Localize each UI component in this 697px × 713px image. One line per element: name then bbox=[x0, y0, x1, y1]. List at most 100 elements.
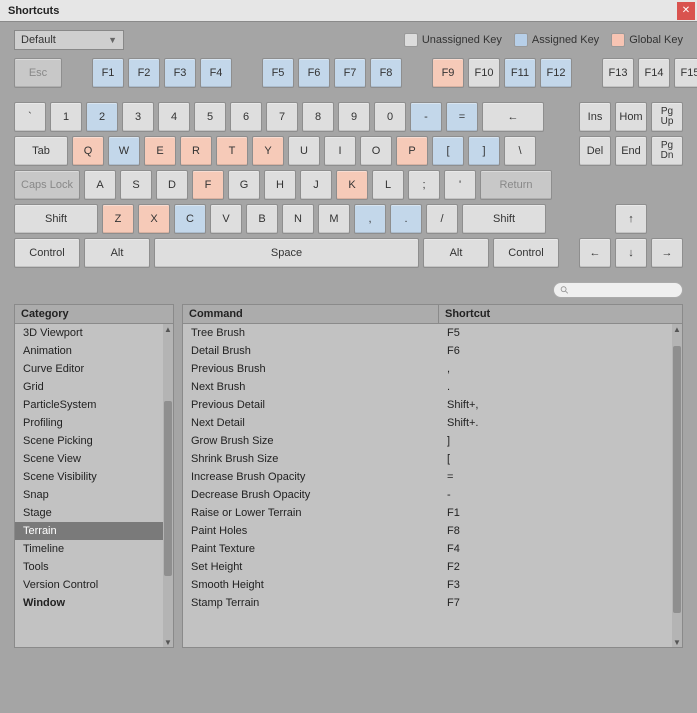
key-f8[interactable]: F8 bbox=[370, 58, 402, 88]
search-box[interactable] bbox=[553, 282, 683, 298]
key-[interactable]: ' bbox=[444, 170, 476, 200]
key-[interactable]: / bbox=[426, 204, 458, 234]
key-u[interactable]: U bbox=[288, 136, 320, 166]
key-b[interactable]: B bbox=[246, 204, 278, 234]
key-[interactable]: [ bbox=[432, 136, 464, 166]
category-item-profiling[interactable]: Profiling bbox=[15, 414, 173, 432]
key-h[interactable]: H bbox=[264, 170, 296, 200]
profile-dropdown[interactable]: Default ▼ bbox=[14, 30, 124, 50]
category-item-version-control[interactable]: Version Control bbox=[15, 576, 173, 594]
key-r[interactable]: R bbox=[180, 136, 212, 166]
key-[interactable]: - bbox=[410, 102, 442, 132]
category-item-snap[interactable]: Snap bbox=[15, 486, 173, 504]
key-e[interactable]: E bbox=[144, 136, 176, 166]
key-4[interactable]: 4 bbox=[158, 102, 190, 132]
key-d[interactable]: D bbox=[156, 170, 188, 200]
key-c[interactable]: C bbox=[174, 204, 206, 234]
key-s[interactable]: S bbox=[120, 170, 152, 200]
scroll-up-icon[interactable]: ▲ bbox=[163, 324, 173, 334]
key-f13[interactable]: F13 bbox=[602, 58, 634, 88]
key-[interactable]: ← bbox=[579, 238, 611, 268]
category-item-terrain[interactable]: Terrain bbox=[15, 522, 173, 540]
key-q[interactable]: Q bbox=[72, 136, 104, 166]
key-p[interactable]: P bbox=[396, 136, 428, 166]
key-[interactable]: \ bbox=[504, 136, 536, 166]
key-ins[interactable]: Ins bbox=[579, 102, 611, 132]
scroll-down-icon[interactable]: ▼ bbox=[672, 637, 682, 647]
key-[interactable]: ↓ bbox=[615, 238, 647, 268]
key-control[interactable]: Control bbox=[493, 238, 559, 268]
category-item-curve-editor[interactable]: Curve Editor bbox=[15, 360, 173, 378]
command-row[interactable]: Next Brush. bbox=[183, 378, 682, 396]
key-shift[interactable]: Shift bbox=[14, 204, 98, 234]
scroll-down-icon[interactable]: ▼ bbox=[163, 637, 173, 647]
key-7[interactable]: 7 bbox=[266, 102, 298, 132]
category-item-scene-visibility[interactable]: Scene Visibility bbox=[15, 468, 173, 486]
command-row[interactable]: Tree BrushF5 bbox=[183, 324, 682, 342]
command-row[interactable]: Stamp TerrainF7 bbox=[183, 594, 682, 612]
key-f12[interactable]: F12 bbox=[540, 58, 572, 88]
key-f7[interactable]: F7 bbox=[334, 58, 366, 88]
category-item-scene-view[interactable]: Scene View bbox=[15, 450, 173, 468]
command-row[interactable]: Previous Brush, bbox=[183, 360, 682, 378]
key-l[interactable]: L bbox=[372, 170, 404, 200]
key-hom[interactable]: Hom bbox=[615, 102, 647, 132]
key-w[interactable]: W bbox=[108, 136, 140, 166]
key-f1[interactable]: F1 bbox=[92, 58, 124, 88]
close-button[interactable]: ✕ bbox=[677, 2, 695, 20]
key-f11[interactable]: F11 bbox=[504, 58, 536, 88]
key-end[interactable]: End bbox=[615, 136, 647, 166]
key-a[interactable]: A bbox=[84, 170, 116, 200]
category-item-particlesystem[interactable]: ParticleSystem bbox=[15, 396, 173, 414]
category-item-tools[interactable]: Tools bbox=[15, 558, 173, 576]
key-f5[interactable]: F5 bbox=[262, 58, 294, 88]
key-2[interactable]: 2 bbox=[86, 102, 118, 132]
key-tab[interactable]: Tab bbox=[14, 136, 68, 166]
key-[interactable]: = bbox=[446, 102, 478, 132]
category-item-stage[interactable]: Stage bbox=[15, 504, 173, 522]
key-pg[interactable]: PgDn bbox=[651, 136, 683, 166]
key-g[interactable]: G bbox=[228, 170, 260, 200]
key-[interactable]: ↑ bbox=[615, 204, 647, 234]
key-[interactable]: ` bbox=[14, 102, 46, 132]
key-f9[interactable]: F9 bbox=[432, 58, 464, 88]
key-pg[interactable]: PgUp bbox=[651, 102, 683, 132]
command-row[interactable]: Paint TextureF4 bbox=[183, 540, 682, 558]
key-f6[interactable]: F6 bbox=[298, 58, 330, 88]
key-f14[interactable]: F14 bbox=[638, 58, 670, 88]
command-scroll-thumb[interactable] bbox=[673, 346, 681, 613]
key-f15[interactable]: F15 bbox=[674, 58, 697, 88]
category-item-animation[interactable]: Animation bbox=[15, 342, 173, 360]
search-input[interactable] bbox=[573, 285, 676, 296]
key-[interactable]: , bbox=[354, 204, 386, 234]
key-[interactable]: ] bbox=[468, 136, 500, 166]
key-f4[interactable]: F4 bbox=[200, 58, 232, 88]
key-f[interactable]: F bbox=[192, 170, 224, 200]
command-row[interactable]: Set HeightF2 bbox=[183, 558, 682, 576]
key-alt[interactable]: Alt bbox=[423, 238, 489, 268]
key-[interactable]: → bbox=[651, 238, 683, 268]
category-item-timeline[interactable]: Timeline bbox=[15, 540, 173, 558]
key-f2[interactable]: F2 bbox=[128, 58, 160, 88]
key-f10[interactable]: F10 bbox=[468, 58, 500, 88]
key-v[interactable]: V bbox=[210, 204, 242, 234]
key-[interactable]: ← bbox=[482, 102, 544, 132]
command-row[interactable]: Increase Brush Opacity= bbox=[183, 468, 682, 486]
key-5[interactable]: 5 bbox=[194, 102, 226, 132]
key-n[interactable]: N bbox=[282, 204, 314, 234]
command-row[interactable]: Raise or Lower TerrainF1 bbox=[183, 504, 682, 522]
key-alt[interactable]: Alt bbox=[84, 238, 150, 268]
command-row[interactable]: Next DetailShift+. bbox=[183, 414, 682, 432]
category-list[interactable]: 3D ViewportAnimationCurve EditorGridPart… bbox=[15, 324, 173, 647]
key-space[interactable]: Space bbox=[154, 238, 419, 268]
key-1[interactable]: 1 bbox=[50, 102, 82, 132]
key-k[interactable]: K bbox=[336, 170, 368, 200]
command-list[interactable]: Tree BrushF5Detail BrushF6Previous Brush… bbox=[183, 324, 682, 647]
key-x[interactable]: X bbox=[138, 204, 170, 234]
command-row[interactable]: Smooth HeightF3 bbox=[183, 576, 682, 594]
command-row[interactable]: Previous DetailShift+, bbox=[183, 396, 682, 414]
key-m[interactable]: M bbox=[318, 204, 350, 234]
key-esc[interactable]: Esc bbox=[14, 58, 62, 88]
key-return[interactable]: Return bbox=[480, 170, 552, 200]
key-[interactable]: ; bbox=[408, 170, 440, 200]
